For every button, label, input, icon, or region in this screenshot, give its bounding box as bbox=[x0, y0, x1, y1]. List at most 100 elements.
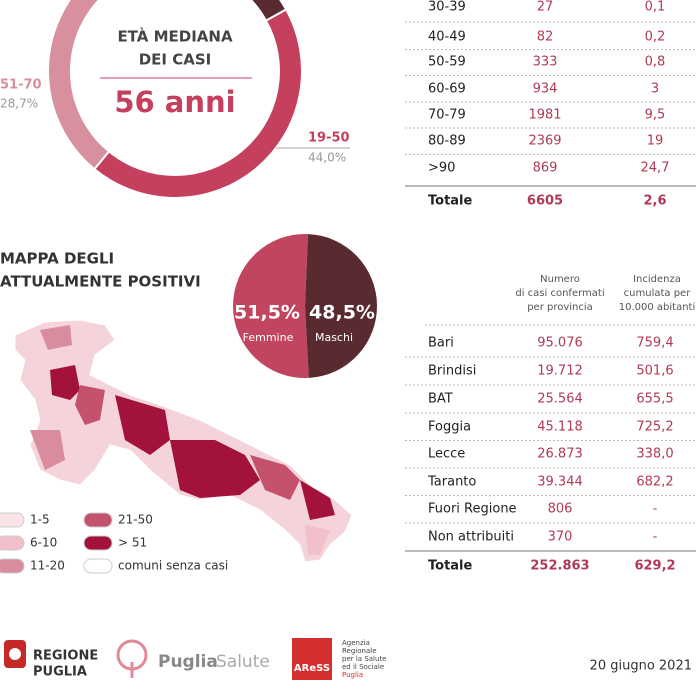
portal-name: Puglia bbox=[158, 652, 218, 672]
row-count: 869 bbox=[533, 161, 558, 176]
row-label: Fuori Regione bbox=[428, 502, 517, 517]
area bbox=[170, 440, 260, 498]
pie-name: Femmine bbox=[243, 331, 294, 344]
map-title: ATTUALMENTE POSITIVI bbox=[0, 273, 201, 291]
gender-pie: 51,5% Femmine 48,5% Maschi bbox=[233, 234, 378, 378]
portal-name: Salute bbox=[216, 652, 270, 672]
row-rate: 9,5 bbox=[645, 108, 666, 123]
total-count: 252.863 bbox=[530, 559, 589, 574]
row-count: 806 bbox=[548, 502, 573, 517]
row-rate: 0,1 bbox=[645, 0, 666, 15]
column-header: 10.000 abitanti bbox=[619, 302, 696, 313]
segment-name: 19-50 bbox=[308, 131, 350, 146]
map-title: MAPPA DEGLI bbox=[0, 250, 114, 268]
total-label: Totale bbox=[428, 559, 473, 574]
row-rate: 19 bbox=[647, 134, 664, 149]
total-rate: 629,2 bbox=[634, 559, 675, 574]
pie-label: 48,5% bbox=[309, 302, 375, 324]
row-label: 60-69 bbox=[428, 82, 466, 97]
total-label: Totale bbox=[428, 194, 473, 209]
agency-line: Puglia bbox=[342, 671, 363, 679]
age-donut bbox=[47, 0, 303, 199]
row-rate: 759,4 bbox=[636, 336, 673, 351]
region-logo-detail bbox=[9, 648, 21, 660]
row-label: Non attribuiti bbox=[428, 530, 514, 545]
row-count: 1981 bbox=[528, 108, 561, 123]
date: 20 giugno 2021 bbox=[590, 659, 692, 674]
row-count: 333 bbox=[533, 55, 558, 70]
row-rate: - bbox=[653, 502, 658, 517]
agency-logo-text: AReSS bbox=[294, 663, 330, 674]
donut-title: DEI CASI bbox=[139, 51, 212, 69]
row-label: 70-79 bbox=[428, 108, 466, 123]
map-legend: 1-5 6-10 11-20 21-50 > 51 comuni senza casi bbox=[0, 512, 228, 574]
region-name: REGIONE bbox=[33, 649, 98, 664]
row-rate: 338,0 bbox=[636, 447, 673, 462]
agency-line: per la Salute bbox=[342, 655, 386, 663]
footer: REGIONE PUGLIA Puglia Salute AReSS Agenz… bbox=[4, 638, 692, 680]
agency-line: Regionale bbox=[342, 647, 377, 655]
legend-label: 1-5 bbox=[30, 513, 50, 527]
row-label: BAT bbox=[428, 392, 453, 407]
age-table: 30-39 27 0,1 40-49 82 0,2 50-59 333 0,8 60-69 934 3… bbox=[405, 0, 696, 209]
row-count: 934 bbox=[533, 82, 558, 97]
row-rate: 24,7 bbox=[641, 161, 670, 176]
legend-swatch bbox=[0, 512, 25, 528]
row-label: Taranto bbox=[427, 475, 476, 490]
area bbox=[305, 525, 330, 555]
area bbox=[30, 430, 65, 470]
row-rate: 0,2 bbox=[645, 30, 666, 45]
row-count: 82 bbox=[537, 30, 554, 45]
province-table: Numero di casi confermati per provincia Inc… bbox=[405, 274, 696, 574]
row-rate: 3 bbox=[651, 82, 659, 97]
legend-label: comuni senza casi bbox=[118, 559, 228, 573]
row-label: >90 bbox=[428, 161, 455, 176]
pie-slice bbox=[305, 234, 378, 378]
legend-label: 21-50 bbox=[118, 513, 153, 527]
row-count: 26.873 bbox=[537, 447, 583, 462]
row-count: 25.564 bbox=[537, 392, 583, 407]
row-count: 2369 bbox=[528, 134, 561, 149]
donut-rest bbox=[249, 0, 288, 22]
column-header: Incidenza bbox=[633, 274, 681, 285]
area bbox=[115, 395, 170, 455]
row-rate: 0,8 bbox=[645, 55, 666, 70]
area bbox=[75, 385, 105, 425]
row-rate: 725,2 bbox=[636, 420, 673, 435]
row-count: 39.344 bbox=[537, 475, 583, 490]
area bbox=[300, 480, 335, 520]
legend-swatch bbox=[83, 512, 113, 528]
row-label: Brindisi bbox=[428, 364, 476, 379]
row-count: 370 bbox=[548, 530, 573, 545]
legend-label: 11-20 bbox=[30, 559, 65, 573]
row-rate: - bbox=[653, 530, 658, 545]
legend-swatch bbox=[83, 558, 113, 574]
row-rate: 682,2 bbox=[636, 475, 673, 490]
pie-slice bbox=[233, 234, 309, 378]
pie-label: 51,5% bbox=[234, 302, 300, 324]
row-count: 19.712 bbox=[537, 364, 583, 379]
median-age: 56 anni bbox=[114, 85, 235, 119]
row-label: 80-89 bbox=[428, 134, 466, 149]
row-label: Foggia bbox=[428, 420, 471, 435]
row-rate: 655,5 bbox=[636, 392, 673, 407]
row-label: Bari bbox=[428, 336, 454, 351]
total-rate: 2,6 bbox=[643, 194, 666, 209]
puglia-map bbox=[14, 319, 353, 563]
pie-name: Maschi bbox=[315, 331, 353, 344]
region-name: PUGLIA bbox=[33, 665, 87, 680]
segment-name: 51-70 bbox=[0, 78, 42, 93]
column-header: cumulata per bbox=[624, 288, 692, 299]
column-header: di casi confermati bbox=[515, 288, 604, 299]
segment-label: 28,7% bbox=[0, 97, 38, 111]
legend-swatch bbox=[83, 535, 113, 551]
agency-line: ed il Sociale bbox=[342, 663, 384, 671]
area bbox=[50, 365, 80, 400]
legend-label: 6-10 bbox=[30, 536, 57, 550]
area bbox=[250, 455, 300, 500]
row-count: 27 bbox=[537, 0, 554, 15]
agency-line: Agenzia bbox=[342, 639, 370, 647]
legend-swatch bbox=[0, 558, 25, 574]
